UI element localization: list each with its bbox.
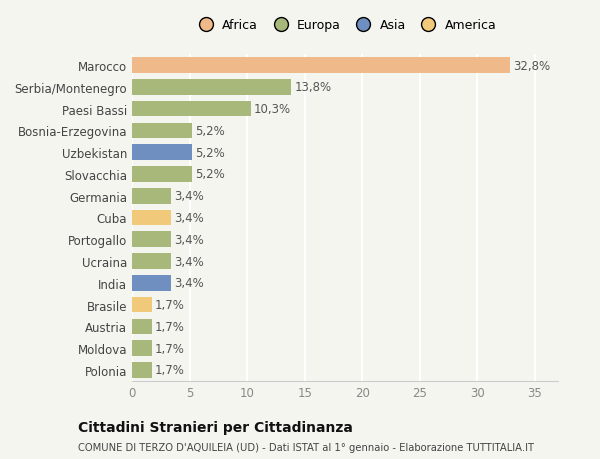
Text: 32,8%: 32,8% bbox=[513, 60, 550, 73]
Text: 3,4%: 3,4% bbox=[175, 233, 205, 246]
Text: 1,7%: 1,7% bbox=[155, 342, 185, 355]
Text: 3,4%: 3,4% bbox=[175, 212, 205, 224]
Text: 1,7%: 1,7% bbox=[155, 364, 185, 376]
Bar bbox=[132, 319, 152, 335]
Text: 13,8%: 13,8% bbox=[295, 81, 331, 94]
Bar bbox=[132, 80, 291, 95]
Text: 1,7%: 1,7% bbox=[155, 320, 185, 333]
Text: 5,2%: 5,2% bbox=[196, 125, 225, 138]
Legend: Africa, Europa, Asia, America: Africa, Europa, Asia, America bbox=[194, 19, 496, 32]
Text: 3,4%: 3,4% bbox=[175, 190, 205, 203]
Bar bbox=[132, 254, 171, 269]
Text: 5,2%: 5,2% bbox=[196, 146, 225, 159]
Text: 5,2%: 5,2% bbox=[196, 168, 225, 181]
Text: 1,7%: 1,7% bbox=[155, 298, 185, 311]
Bar bbox=[132, 101, 251, 117]
Text: 10,3%: 10,3% bbox=[254, 103, 291, 116]
Bar bbox=[132, 145, 192, 161]
Text: 3,4%: 3,4% bbox=[175, 255, 205, 268]
Bar bbox=[132, 297, 152, 313]
Bar bbox=[132, 210, 171, 226]
Bar bbox=[132, 341, 152, 356]
Bar bbox=[132, 58, 509, 74]
Bar bbox=[132, 189, 171, 204]
Text: 3,4%: 3,4% bbox=[175, 277, 205, 290]
Text: COMUNE DI TERZO D'AQUILEIA (UD) - Dati ISTAT al 1° gennaio - Elaborazione TUTTIT: COMUNE DI TERZO D'AQUILEIA (UD) - Dati I… bbox=[78, 442, 534, 452]
Bar bbox=[132, 232, 171, 247]
Bar bbox=[132, 167, 192, 182]
Bar bbox=[132, 275, 171, 291]
Bar bbox=[132, 362, 152, 378]
Bar bbox=[132, 123, 192, 139]
Text: Cittadini Stranieri per Cittadinanza: Cittadini Stranieri per Cittadinanza bbox=[78, 420, 353, 434]
